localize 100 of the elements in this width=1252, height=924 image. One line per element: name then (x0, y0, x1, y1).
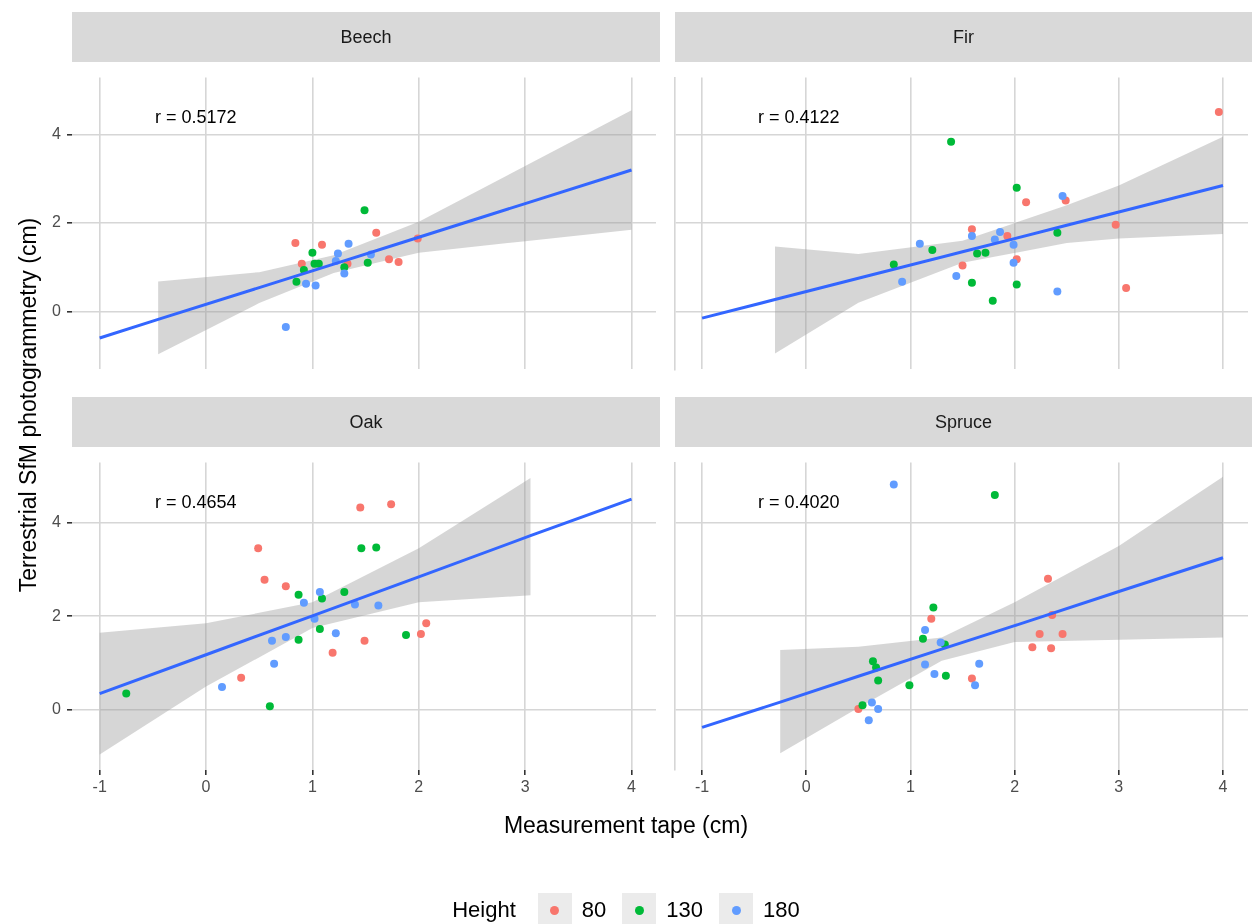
x-tick-label: 3 (1114, 778, 1124, 796)
point (967, 225, 976, 234)
point (331, 629, 340, 638)
x-tick-label: 3 (520, 778, 530, 796)
point (294, 635, 303, 644)
point (905, 681, 914, 690)
point (921, 625, 930, 634)
point (1122, 284, 1131, 293)
point (1012, 280, 1021, 289)
point (1058, 630, 1067, 639)
point (941, 671, 950, 680)
point (1047, 644, 1056, 653)
point (292, 277, 301, 286)
point (990, 235, 999, 244)
point (260, 575, 269, 584)
point (357, 544, 366, 553)
point (217, 683, 226, 692)
point (385, 255, 393, 264)
x-tick-label: 4 (627, 778, 637, 796)
point (422, 619, 431, 628)
point (1003, 231, 1012, 240)
x-tick-label: 1 (307, 778, 317, 796)
point (317, 240, 326, 249)
point (1214, 108, 1223, 117)
point (1053, 228, 1062, 237)
chart-title: Beech (72, 12, 660, 62)
y-tick-label: 0 (52, 301, 62, 319)
legend-label: 180 (763, 897, 800, 923)
y-tick-label: 4 (52, 512, 62, 530)
x-axis-title: Measurement tape (cm) (502, 812, 750, 839)
point (981, 248, 990, 257)
point (333, 249, 342, 258)
point (973, 249, 982, 258)
point (1111, 220, 1120, 229)
y-tick-label: 2 (52, 606, 62, 624)
point (967, 231, 976, 240)
point (927, 614, 936, 623)
y-axis-title: Terrestrial SfM photogrammetry (cm) (14, 217, 42, 593)
point (874, 705, 883, 714)
point (1028, 643, 1037, 652)
point (372, 228, 381, 237)
point (350, 600, 359, 609)
x-tick-label: -1 (92, 778, 107, 796)
point (270, 659, 279, 668)
x-tick-label: 2 (1010, 778, 1020, 796)
point (387, 500, 396, 509)
chart-title: Spruce (675, 397, 1252, 447)
point (958, 261, 967, 270)
point (967, 278, 976, 287)
point (394, 257, 403, 266)
point (867, 698, 876, 707)
point (1022, 198, 1031, 207)
legend-label: 80 (581, 897, 607, 923)
point (952, 272, 961, 281)
point (864, 716, 873, 725)
point (360, 206, 369, 215)
point (1043, 574, 1052, 583)
point (363, 258, 372, 267)
point (1058, 192, 1067, 201)
point (975, 659, 984, 668)
y-tick-label: 2 (52, 213, 62, 231)
point (311, 281, 320, 290)
point (254, 544, 263, 553)
point (294, 590, 303, 599)
point (921, 660, 930, 669)
point (302, 279, 311, 288)
point (267, 636, 276, 645)
point (340, 587, 349, 596)
point (988, 296, 997, 305)
x-tick-label: 2 (414, 778, 424, 796)
point (328, 648, 337, 657)
x-tick-label: 0 (201, 778, 211, 796)
point (889, 480, 898, 489)
point (996, 227, 1005, 236)
point (858, 701, 867, 710)
chart-title: Fir (675, 12, 1252, 62)
point (918, 634, 927, 643)
point (868, 657, 877, 666)
point (237, 673, 246, 682)
legend-label: 130 (666, 897, 704, 923)
point (281, 322, 290, 331)
point (122, 689, 131, 698)
point (299, 598, 308, 607)
legend-title: Height (452, 897, 516, 923)
point (930, 669, 939, 678)
point (898, 277, 907, 286)
point (315, 624, 324, 633)
x-tick-label: 1 (906, 778, 915, 796)
point (308, 248, 317, 257)
point (402, 631, 411, 640)
point (315, 587, 324, 596)
point (416, 630, 425, 639)
chart-title: Oak (72, 397, 660, 447)
annotation: r = 0.5172 (155, 106, 237, 127)
point (947, 137, 956, 146)
point (340, 263, 349, 272)
point (1012, 183, 1021, 192)
point (281, 632, 290, 641)
point (967, 674, 976, 683)
point (360, 636, 369, 645)
